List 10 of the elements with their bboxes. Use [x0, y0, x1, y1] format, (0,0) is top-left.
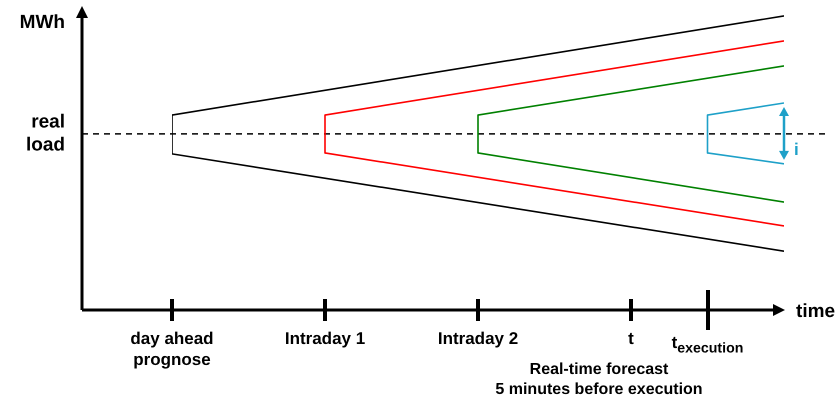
ref-line-label: real load [26, 112, 65, 156]
x-axis-title: time [796, 301, 836, 322]
x-tick-label: t$_{execution}$ [672, 332, 744, 358]
x-tick-label: day ahead prognose [130, 328, 214, 370]
annotation: i [794, 139, 799, 160]
y-axis-title: MWh [20, 12, 65, 34]
x-tick-label: Intraday 2 [438, 328, 518, 349]
text: Real-time forecast 5 minutes before execution [495, 360, 703, 400]
x-tick-label: Intraday 1 [284, 328, 366, 349]
x-tick-label: t [628, 328, 634, 349]
